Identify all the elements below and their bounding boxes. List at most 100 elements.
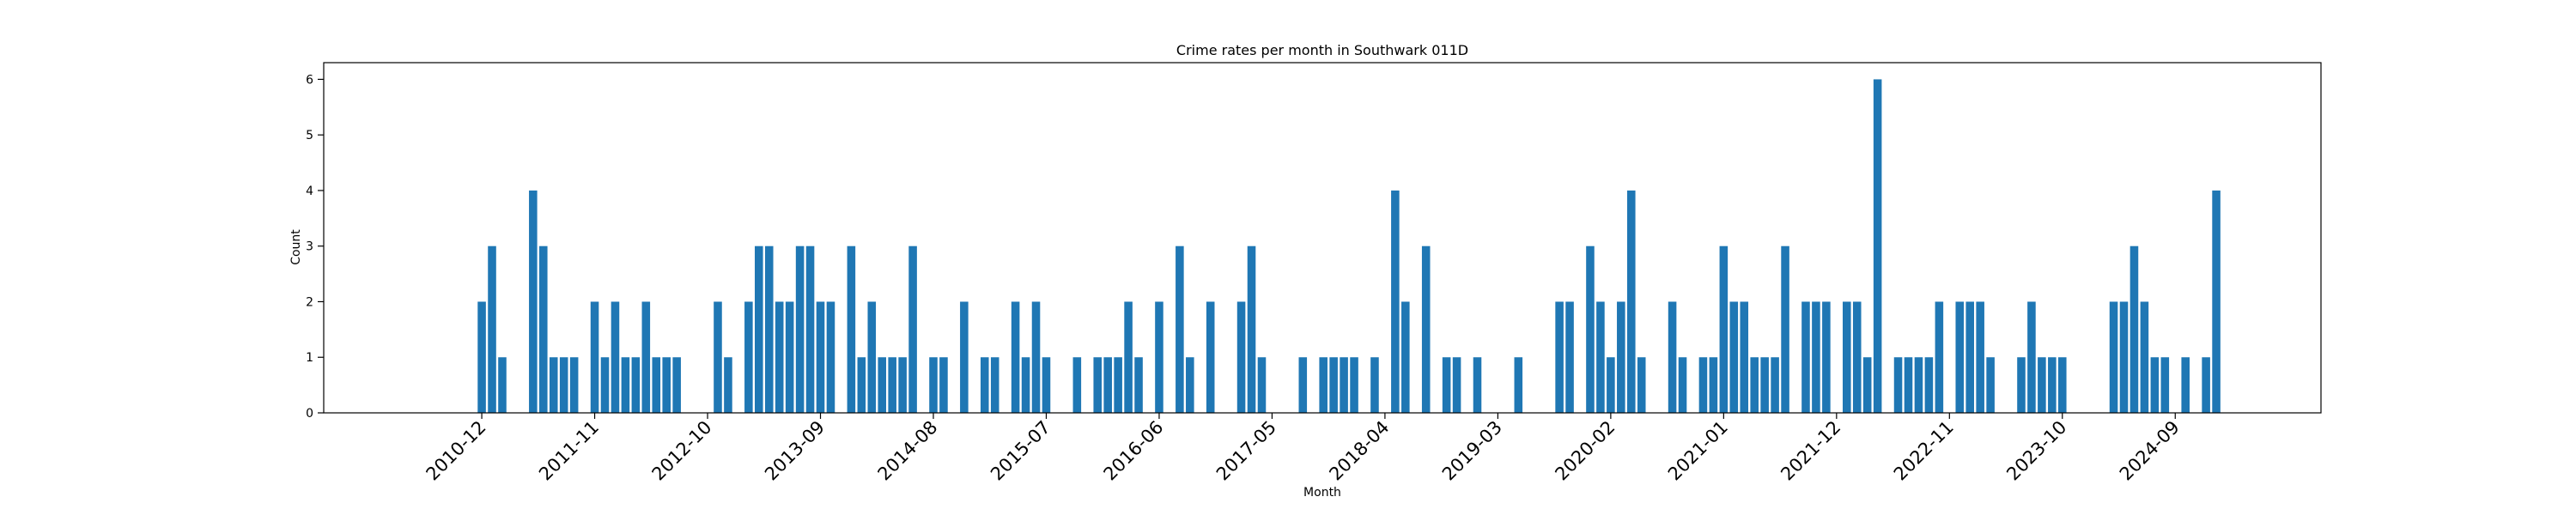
x-axis-label: Month [1303, 486, 1341, 500]
bar-2022-08 [1914, 357, 1923, 413]
bar-2017-08 [1298, 357, 1308, 413]
bar-2024-05 [2129, 245, 2139, 413]
bar-2012-06 [662, 357, 671, 413]
bar-2018-03 [1370, 357, 1379, 413]
bar-2012-11 [714, 301, 722, 413]
bar-2018-11 [1452, 357, 1461, 413]
bar-2021-05 [1760, 357, 1769, 413]
bar-2012-12 [724, 357, 732, 413]
bar-2016-03 [1124, 301, 1133, 413]
bar-2011-02 [498, 357, 507, 413]
bar-2016-01 [1103, 357, 1112, 413]
bar-2017-04 [1257, 357, 1267, 413]
bar-2024-10 [2181, 357, 2190, 413]
bar-2012-02 [621, 357, 630, 413]
bar-2012-04 [641, 301, 651, 413]
bar-2019-09 [1555, 301, 1564, 413]
bar-2016-09 [1186, 357, 1194, 413]
bar-2014-04 [888, 357, 896, 413]
bar-2018-01 [1350, 357, 1358, 413]
bar-2016-02 [1114, 357, 1122, 413]
bar-2011-07 [549, 357, 558, 413]
bar-2013-08 [805, 245, 815, 413]
bar-2015-01 [980, 357, 989, 413]
bar-2011-01 [488, 245, 496, 413]
y-tick-label: 0 [306, 407, 313, 421]
bar-2015-04 [1011, 301, 1020, 413]
chart-title: Crime rates per month in Southwark 011D [1176, 42, 1468, 58]
bar-2011-11 [590, 301, 599, 413]
bar-2025-01 [2212, 190, 2221, 413]
bar-2013-03 [755, 245, 763, 413]
bar-2018-08 [1421, 245, 1431, 413]
bar-2012-01 [611, 301, 620, 413]
bar-2020-01 [1596, 301, 1605, 413]
bar-2014-06 [908, 245, 917, 413]
bar-2015-12 [1093, 357, 1103, 413]
bar-2015-05 [1021, 357, 1030, 413]
bar-2021-02 [1729, 301, 1739, 413]
bar-2014-02 [867, 301, 877, 413]
bar-2024-12 [2202, 357, 2210, 413]
bar-2020-03 [1617, 301, 1625, 413]
bar-2022-01 [1843, 301, 1851, 413]
plot-area-frame [323, 62, 2322, 414]
bar-2021-06 [1771, 357, 1779, 413]
bar-2023-02 [1976, 301, 1984, 413]
bar-2018-10 [1442, 357, 1451, 413]
bar-2013-05 [775, 301, 784, 413]
y-tick-label: 3 [306, 240, 313, 254]
bar-2022-07 [1904, 357, 1913, 413]
bar-2021-07 [1781, 245, 1789, 413]
bar-2022-12 [1955, 301, 1965, 413]
y-tick-label: 2 [306, 295, 313, 309]
bar-2020-09 [1678, 357, 1687, 413]
bar-2024-03 [2109, 301, 2118, 413]
bar-2014-09 [939, 357, 948, 413]
bar-2014-01 [857, 357, 866, 413]
bar-2022-02 [1852, 301, 1862, 413]
y-axis-label: Count [289, 229, 303, 265]
bar-2015-02 [990, 357, 999, 413]
bar-2022-09 [1924, 357, 1934, 413]
bar-2016-08 [1176, 245, 1184, 413]
bar-2015-06 [1031, 301, 1041, 413]
bar-2012-03 [631, 357, 641, 413]
bar-2024-06 [2140, 301, 2149, 413]
bar-2021-10 [1812, 301, 1820, 413]
bar-2011-05 [529, 190, 538, 413]
bar-2016-06 [1155, 301, 1163, 413]
bar-2017-02 [1236, 301, 1246, 413]
bar-2011-09 [569, 357, 579, 413]
bar-2021-03 [1740, 301, 1749, 413]
bar-2023-06 [2017, 357, 2026, 413]
bar-2020-12 [1709, 357, 1718, 413]
bar-2014-11 [960, 301, 969, 413]
bar-2016-11 [1206, 301, 1215, 413]
bar-2020-11 [1698, 357, 1708, 413]
bar-2012-07 [672, 357, 681, 413]
bar-2018-05 [1391, 190, 1400, 413]
bar-2017-12 [1340, 357, 1348, 413]
bar-2013-02 [744, 301, 753, 413]
bar-2011-12 [600, 357, 610, 413]
y-tick-label: 1 [306, 351, 313, 365]
bar-2014-03 [878, 357, 887, 413]
bar-2020-02 [1607, 357, 1615, 413]
bar-2017-03 [1247, 245, 1256, 413]
bar-2010-12 [477, 301, 486, 413]
bar-2016-04 [1134, 357, 1143, 413]
bar-2011-08 [559, 357, 568, 413]
bar-2022-03 [1862, 357, 1872, 413]
bar-2014-05 [898, 357, 907, 413]
bar-2019-12 [1586, 245, 1595, 413]
bar-2012-05 [652, 357, 661, 413]
y-axis: 0 1 2 3 4 5 6 [306, 73, 324, 421]
y-tick-label: 6 [306, 73, 313, 87]
bar-2013-12 [847, 245, 856, 413]
bar-2024-07 [2150, 357, 2160, 413]
bar-2023-08 [2038, 357, 2046, 413]
bar-2022-10 [1935, 301, 1944, 413]
